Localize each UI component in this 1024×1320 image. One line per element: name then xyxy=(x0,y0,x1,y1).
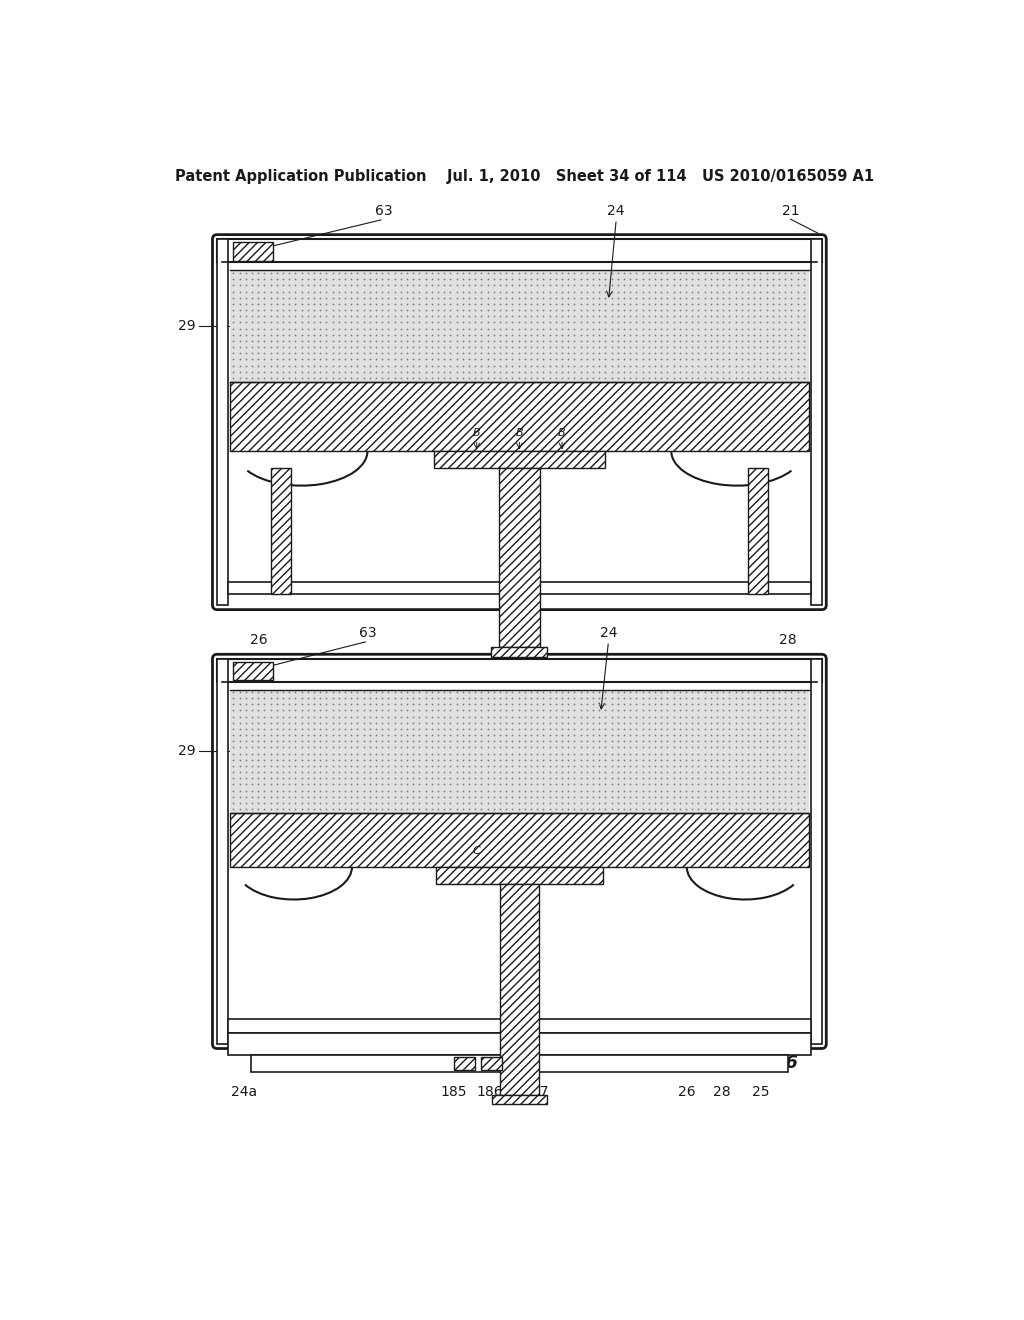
Text: 186: 186 xyxy=(476,1085,503,1100)
Bar xyxy=(434,451,604,469)
Text: 21: 21 xyxy=(781,203,800,218)
Bar xyxy=(492,647,547,656)
Text: 28: 28 xyxy=(778,632,797,647)
Text: B: B xyxy=(515,428,523,438)
Text: 26: 26 xyxy=(250,632,268,647)
Text: 28: 28 xyxy=(713,1085,730,1100)
Bar xyxy=(480,1057,503,1071)
Text: 26: 26 xyxy=(678,1085,695,1100)
Bar xyxy=(251,1055,787,1072)
Text: B: B xyxy=(473,428,480,438)
Text: Patent Application Publication    Jul. 1, 2010   Sheet 34 of 114   US 2010/01650: Patent Application Publication Jul. 1, 2… xyxy=(175,169,874,185)
Bar xyxy=(229,271,809,381)
Bar xyxy=(811,659,821,1044)
Bar xyxy=(500,884,539,1094)
Bar xyxy=(229,689,809,813)
Text: FIG. 36: FIG. 36 xyxy=(726,1055,799,1072)
Bar xyxy=(228,582,811,594)
Bar xyxy=(217,239,821,263)
Text: FIG. 35: FIG. 35 xyxy=(726,657,799,676)
Bar xyxy=(228,1019,811,1034)
Bar xyxy=(232,243,273,261)
Text: 24: 24 xyxy=(600,626,617,640)
Text: 27: 27 xyxy=(550,660,568,673)
Bar xyxy=(493,1094,547,1104)
Bar xyxy=(270,469,291,594)
Text: 185: 185 xyxy=(440,1085,467,1100)
Text: 29: 29 xyxy=(178,319,196,333)
Bar xyxy=(232,663,273,681)
FancyBboxPatch shape xyxy=(212,235,826,610)
Text: 24a: 24a xyxy=(231,1085,257,1100)
Bar xyxy=(748,469,768,594)
Bar xyxy=(228,1034,811,1055)
Bar xyxy=(229,381,809,451)
Text: 27: 27 xyxy=(531,1085,549,1100)
Bar xyxy=(217,659,228,1044)
Bar xyxy=(217,239,228,605)
Text: 63: 63 xyxy=(359,626,377,640)
FancyBboxPatch shape xyxy=(212,655,826,1048)
Bar xyxy=(454,1057,475,1071)
Text: 29: 29 xyxy=(178,744,196,758)
Text: B: B xyxy=(558,428,566,438)
Bar xyxy=(500,469,540,647)
Text: 63: 63 xyxy=(375,203,392,218)
Text: 25: 25 xyxy=(752,1085,769,1100)
Bar xyxy=(811,239,821,605)
Bar xyxy=(229,813,809,867)
Text: 24: 24 xyxy=(607,203,625,218)
Bar xyxy=(217,659,821,682)
Text: C: C xyxy=(473,846,480,857)
Bar xyxy=(436,867,603,884)
